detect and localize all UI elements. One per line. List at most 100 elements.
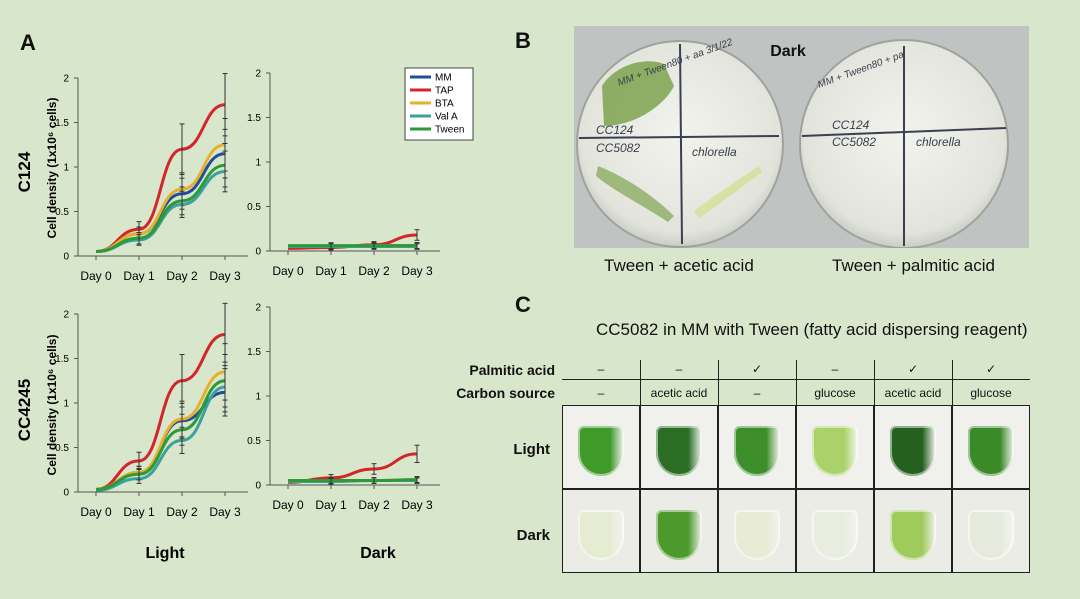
- legend-label: MM: [435, 73, 452, 84]
- x-tick-label: Day 3: [209, 505, 241, 519]
- carbon-cell-3: –: [753, 386, 761, 400]
- carbon-cell-2: acetic acid: [650, 386, 708, 400]
- row-label-light: Light: [513, 441, 550, 458]
- plate-1-q2: CC5082: [596, 141, 640, 155]
- tube-dark-4: [812, 510, 858, 560]
- palmitic-cell-6: ✓: [985, 362, 997, 376]
- series-line-tap: [95, 103, 226, 254]
- tube-dark-3: [734, 510, 780, 560]
- x-tick-label: Day 0: [80, 269, 112, 283]
- carbon-cell-5: acetic acid: [884, 386, 942, 400]
- tube-cell-dark-3: [719, 490, 795, 572]
- tube-cell-dark-6: [953, 490, 1029, 572]
- y-tick-label: 2: [255, 69, 261, 80]
- tube-cell-light-5: [875, 406, 951, 488]
- tubes-photo: [562, 405, 1030, 573]
- tube-cell-dark-1: [563, 490, 639, 572]
- ylabel-top: Cell density (1x10⁶ cells): [45, 98, 59, 239]
- x-tick-label: Day 1: [123, 505, 155, 519]
- ylabel-bottom: Cell density (1x10⁶ cells): [45, 335, 59, 476]
- series-line-tap: [95, 332, 226, 491]
- chart-cc4245-dark: 0 0.5 1 1.5 2 Day 0 Day 1 Day 2 Day 3: [247, 303, 440, 512]
- x-tick-label: Day 2: [166, 505, 198, 519]
- y-tick-label: 0.5: [55, 443, 69, 454]
- y-tick-label: 0.5: [55, 207, 69, 218]
- panel-c-letter: C: [515, 292, 531, 317]
- tube-cell-dark-2: [641, 490, 717, 572]
- chart-cc4245-light: 0 0.5 1 1.5 2 Day 0 Day 1 Day 2 Day 3: [55, 302, 248, 519]
- plates-photo: MM + Tween80 + aa 3/1/22 CC124 CC5082 ch…: [574, 26, 1029, 248]
- y-tick-label: 1.5: [55, 118, 69, 129]
- series-line-tap: [287, 452, 418, 484]
- panel-a-charts: 0 0.5 1 1.5 2 Day 0 Day 1 Day 2 Day 3 0 0.5 1 1.5 2 D…: [15, 67, 474, 562]
- tube-dark-2: [656, 510, 702, 560]
- series-line-bta: [95, 143, 226, 254]
- tube-light-4: [812, 426, 858, 476]
- x-tick-label: Day 2: [358, 264, 390, 278]
- col-label-light: Light: [145, 545, 185, 562]
- panel-a-letter: A: [20, 30, 36, 55]
- panel-c-title: CC5082 in MM with Tween (fatty acid disp…: [596, 320, 1028, 339]
- tube-cell-light-1: [563, 406, 639, 488]
- x-tick-label: Day 1: [315, 264, 347, 278]
- tube-cell-light-6: [953, 406, 1029, 488]
- dark-label: Dark: [770, 43, 806, 60]
- x-tick-label: Day 1: [123, 269, 155, 283]
- series-line-tween: [95, 379, 226, 491]
- x-tick-label: Day 0: [272, 264, 304, 278]
- y-tick-label: 2: [63, 74, 69, 85]
- y-tick-label: 1.5: [247, 347, 261, 358]
- y-tick-label: 1: [255, 158, 261, 169]
- palmitic-cell-4: –: [831, 362, 839, 376]
- x-tick-label: Day 3: [401, 264, 433, 278]
- algae-growth-1: [602, 61, 674, 126]
- y-tick-label: 1: [63, 399, 69, 410]
- series-line-bta: [95, 370, 226, 491]
- tube-cell-dark-4: [797, 490, 873, 572]
- algae-growth-2: [596, 166, 674, 222]
- row-label-palmitic-acid: Palmitic acid: [469, 362, 555, 378]
- legend-label: Val A: [435, 112, 458, 123]
- tube-dark-1: [578, 510, 624, 560]
- chart-c124-light: 0 0.5 1 1.5 2 Day 0 Day 1 Day 2 Day 3: [55, 73, 248, 283]
- series-line-val-a: [95, 385, 226, 492]
- x-tick-label: Day 3: [209, 269, 241, 283]
- plate-1-q3: chlorella: [692, 145, 737, 159]
- row-label-carbon-source: Carbon source: [456, 385, 555, 401]
- y-tick-label: 1.5: [247, 113, 261, 124]
- plate-2-q3: chlorella: [916, 135, 961, 149]
- palmitic-cell-2: –: [675, 362, 683, 376]
- x-tick-label: Day 1: [315, 498, 347, 512]
- tube-light-6: [968, 426, 1014, 476]
- chart-legend: MM TAP BTA Val A Tween: [404, 67, 474, 141]
- tube-light-3: [734, 426, 780, 476]
- series-line-tween: [287, 478, 418, 483]
- plate-2-caption: Tween + palmitic acid: [832, 256, 995, 275]
- x-tick-label: Day 0: [272, 498, 304, 512]
- plate-2-q2: CC5082: [832, 135, 876, 149]
- x-tick-label: Day 2: [358, 498, 390, 512]
- y-tick-label: 2: [63, 310, 69, 321]
- y-tick-label: 2: [255, 303, 261, 314]
- y-tick-label: 0: [63, 488, 69, 499]
- tube-dark-5: [890, 510, 936, 560]
- y-tick-label: 0.5: [247, 436, 261, 447]
- carbon-cell-6: glucose: [970, 386, 1012, 400]
- y-tick-label: 1.5: [55, 354, 69, 365]
- chart-c124-dark: 0 0.5 1 1.5 2 Day 0 Day 1 Day 2 Day 3: [247, 69, 440, 278]
- legend-label: Tween: [435, 125, 464, 136]
- series-line-tween: [95, 163, 226, 254]
- plate-1-caption: Tween + acetic acid: [604, 256, 754, 275]
- tube-cell-light-4: [797, 406, 873, 488]
- legend-label: TAP: [435, 86, 454, 97]
- x-tick-label: Day 2: [166, 269, 198, 283]
- palmitic-cell-5: ✓: [907, 362, 919, 376]
- algae-growth-3: [694, 166, 762, 218]
- palmitic-cell-1: –: [597, 362, 605, 376]
- panel-b-letter: B: [515, 28, 531, 53]
- tube-cell-light-2: [641, 406, 717, 488]
- plate-1-q1: CC124: [596, 123, 634, 137]
- tube-cell-light-3: [719, 406, 795, 488]
- row-label-dark: Dark: [516, 527, 550, 544]
- tube-cell-dark-5: [875, 490, 951, 572]
